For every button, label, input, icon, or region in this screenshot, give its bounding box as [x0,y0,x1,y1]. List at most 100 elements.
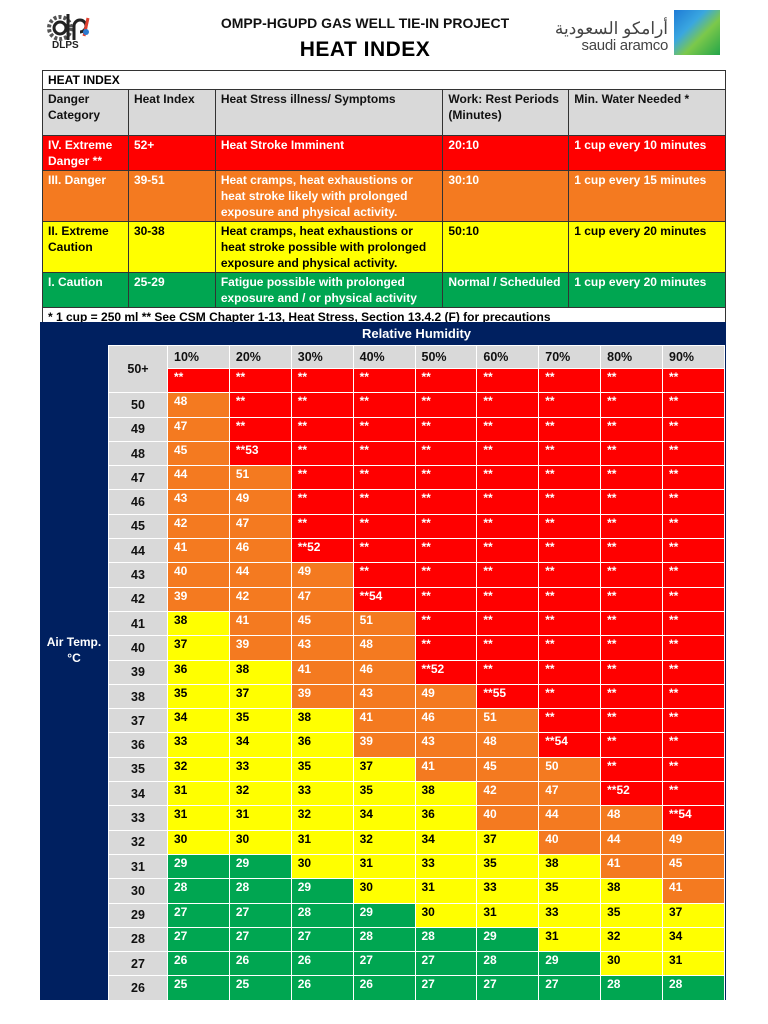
legend-title: HEAT INDEX [42,70,726,90]
heat-index-cell: ** [476,489,540,515]
temp-row-label: 30 [108,878,168,904]
heat-index-cell: 47 [538,781,602,807]
humidity-header: 20% [228,345,292,369]
heat-index-cell: ** [476,586,540,612]
heat-index-cell: ** [476,392,540,418]
heat-index-cell: 25 [167,975,230,1001]
legend-cell-symptoms: Heat cramps, heat exhaustions or heat st… [214,170,444,222]
heat-index-cell: 35 [228,708,292,734]
heat-index-cell: ** [476,538,540,564]
heat-index-cell: 29 [352,902,416,928]
heat-index-cell: ** [538,416,602,442]
heat-index-cell: ** [600,416,663,442]
heat-index-cell: 46 [352,659,416,685]
legend-cell-water: 1 cup every 15 minutes [568,170,726,222]
heat-index-cell: 25 [228,975,292,1001]
grid-row: 26 25 25 26 26 27 27 27 28 28 [108,975,725,1001]
heat-index-cell: 41 [228,610,292,637]
temp-row-label: 34 [108,781,168,807]
heat-index-cell: 41 [600,853,663,880]
heat-index-cell: ** [600,708,663,734]
heat-index-cell: ** [662,586,725,612]
legend-cell-water: 1 cup every 20 minutes [568,272,726,308]
heat-index-cell: 27 [228,902,292,928]
heat-index-cell: ** [662,610,725,637]
heat-index-cell: 49 [290,562,354,588]
humidity-header: 40% [352,345,416,369]
heat-index-cell: ** [414,367,478,394]
humidity-header: 70% [538,345,602,369]
heat-index-cell: ** [228,367,292,394]
heat-index-cell: 26 [228,951,292,977]
legend-cell-index: 25-29 [127,272,216,308]
heat-index-cell: 48 [352,635,416,661]
heat-index-cell: ** [662,562,725,588]
heat-index-cell: **52 [414,659,478,685]
heat-index-cell: 46 [414,708,478,734]
heat-index-cell: 31 [352,853,416,880]
heat-index-cell: 28 [352,926,416,953]
temp-row-label: 38 [108,683,168,710]
heat-index-cell: 45 [476,756,540,783]
heat-index-cell: 48 [600,805,663,831]
legend-cell-rest: 30:10 [442,170,570,222]
grid-row: 29 27 27 28 29 30 31 33 35 37 [108,902,725,928]
heat-index-cell: ** [600,367,663,394]
aramco-arabic: أرامكو السعودية [554,19,668,38]
temp-row-label: 39 [108,659,168,685]
heat-index-cell: 49 [662,829,725,855]
heat-index-cell: 27 [167,902,230,928]
humidity-header: 90% [662,345,725,369]
heat-index-cell: 31 [538,926,602,953]
heat-index-cell: 41 [352,708,416,734]
heat-index-cell: 38 [228,659,292,685]
heat-index-cell: 38 [538,853,602,880]
heat-index-cell: 31 [228,805,292,831]
heat-index-cell: 27 [167,926,230,953]
legend-cell-symptoms: Heat cramps, heat exhaustions or heat st… [214,221,444,273]
heat-index-cell: 31 [167,781,230,807]
temp-row-label: 33 [108,805,168,831]
heat-index-cell: 26 [290,975,354,1001]
heat-index-cell: ** [476,367,540,394]
heat-index-cell: ** [352,367,416,394]
temp-row-label: 40 [108,635,168,661]
heat-index-cell: 27 [414,975,478,1001]
heat-index-cell: 34 [228,732,292,758]
heat-index-cell: 31 [290,829,354,855]
heat-index-cell: 37 [662,902,725,928]
heat-index-cell: 43 [290,635,354,661]
heat-index-cell: ** [538,513,602,540]
heat-index-cell: 51 [476,708,540,734]
heat-index-cell: **52 [290,538,354,564]
heat-index-cell: 48 [167,392,230,418]
humidity-header: 60% [476,345,540,369]
heat-index-cell: 28 [228,878,292,904]
heat-index-cell: 40 [538,829,602,855]
heat-index-cell: 45 [290,610,354,637]
heat-index-cell: 28 [414,926,478,953]
temp-row-label: 41 [108,610,168,637]
legend-cell-index: 39-51 [127,170,216,222]
heat-index-cell: ** [352,392,416,418]
heat-index-cell: ** [290,367,354,394]
grid-row: 44 41 46 **52 ** ** ** ** ** ** [108,538,725,564]
heat-index-cell: ** [476,465,540,491]
project-title: OMPP-HGUPD GAS WELL TIE-IN PROJECT [220,15,510,31]
legend-cell-symptoms: Fatigue possible with prolonged exposure… [214,272,444,308]
temp-row-label: 27 [108,951,168,977]
heat-index-cell: 47 [290,586,354,612]
heat-index-cell: ** [662,513,725,540]
legend-row: I. Caution 25-29 Fatigue possible with pro… [42,272,726,308]
relative-humidity-title: Relative Humidity [361,326,472,341]
grid-row: 41 38 41 45 51 ** ** ** ** ** [108,610,725,637]
heat-index-cell: 39 [290,683,354,710]
heat-index-cell: ** [476,440,540,467]
heat-index-cell: 29 [476,926,540,953]
heat-index-cell: ** [352,562,416,588]
heat-index-cell: 38 [414,781,478,807]
grid-row: 30 28 28 29 30 31 33 35 38 41 [108,878,725,904]
heat-index-cell: 39 [228,635,292,661]
heat-index-cell: 34 [414,829,478,855]
heat-index-cell: ** [290,513,354,540]
